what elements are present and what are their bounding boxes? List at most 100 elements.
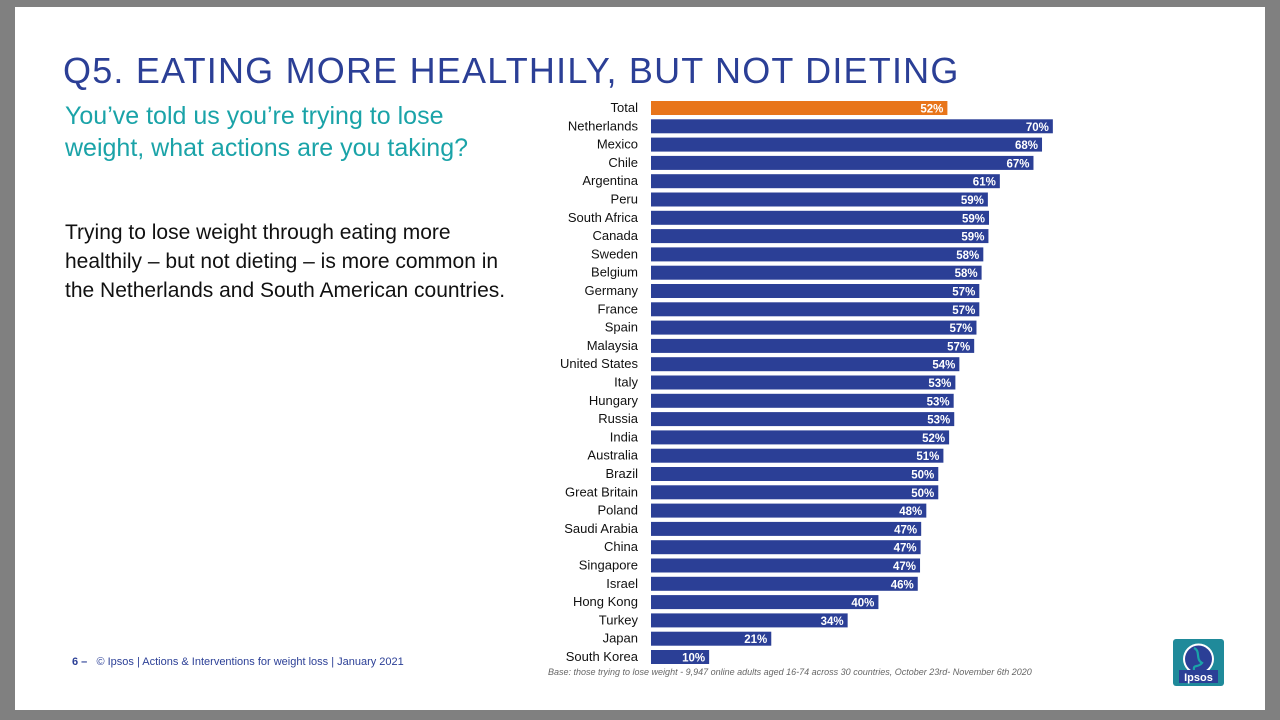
- value-label: 59%: [962, 213, 985, 225]
- value-label: 67%: [1006, 158, 1029, 170]
- category-label: Poland: [598, 503, 638, 518]
- value-label: 59%: [961, 232, 984, 244]
- value-label: 58%: [955, 268, 978, 280]
- value-label: 40%: [851, 598, 874, 610]
- bar: [651, 174, 1000, 189]
- category-label: France: [598, 301, 638, 316]
- value-label: 47%: [893, 561, 916, 573]
- value-label: 59%: [961, 195, 984, 207]
- value-label: 53%: [927, 396, 950, 408]
- value-label: 47%: [894, 524, 917, 536]
- bar: [651, 247, 984, 262]
- bar-total: [651, 101, 948, 115]
- category-label: Germany: [585, 283, 639, 298]
- value-label: 53%: [927, 415, 950, 427]
- category-label: India: [610, 429, 639, 444]
- value-label: 50%: [911, 488, 934, 500]
- category-label: Australia: [587, 448, 638, 463]
- bar: [651, 503, 927, 518]
- value-label: 48%: [899, 506, 922, 518]
- value-label: 51%: [916, 451, 939, 463]
- category-label: Italy: [614, 375, 638, 390]
- category-label: Chile: [608, 155, 638, 170]
- category-label: Canada: [592, 228, 638, 243]
- bar: [651, 631, 772, 646]
- category-label: Belgium: [591, 265, 638, 280]
- value-label: 61%: [973, 177, 996, 189]
- bar: [651, 320, 977, 335]
- category-label: China: [604, 539, 639, 554]
- category-label: Saudi Arabia: [564, 521, 638, 536]
- category-label: Brazil: [605, 466, 638, 481]
- bar: [651, 576, 918, 591]
- value-label: 57%: [952, 305, 975, 317]
- bar: [651, 229, 989, 244]
- value-label: 53%: [928, 378, 951, 390]
- bar: [651, 485, 939, 500]
- bar: [651, 357, 960, 372]
- bar: [651, 137, 1043, 152]
- value-label: 10%: [682, 653, 705, 665]
- category-label: Russia: [598, 411, 639, 426]
- bar: [651, 540, 921, 555]
- value-label: 54%: [932, 360, 955, 372]
- category-label: Great Britain: [565, 484, 638, 499]
- value-label: 57%: [947, 341, 970, 353]
- category-label: Malaysia: [587, 338, 639, 353]
- bar: [651, 155, 1034, 170]
- value-label: 52%: [920, 104, 943, 116]
- category-label: South Korea: [566, 649, 639, 664]
- bar: [651, 613, 848, 628]
- bar: [651, 467, 939, 481]
- category-label: Netherlands: [568, 118, 639, 133]
- category-label: Israel: [606, 576, 638, 591]
- value-label: 46%: [891, 579, 914, 591]
- category-label: Hong Kong: [573, 594, 638, 609]
- value-label: 52%: [922, 433, 945, 445]
- value-label: 57%: [949, 323, 972, 335]
- value-label: 58%: [956, 250, 979, 262]
- footer: 6 – © Ipsos | Actions & Interventions fo…: [72, 656, 404, 668]
- category-label: Sweden: [591, 246, 638, 261]
- bar: [651, 393, 954, 408]
- bar: [651, 192, 988, 207]
- value-label: 34%: [821, 616, 844, 628]
- bar: [651, 650, 710, 664]
- body-text: Trying to lose weight through eating mor…: [65, 221, 506, 302]
- category-label: Mexico: [597, 137, 638, 152]
- category-label: South Africa: [568, 210, 639, 225]
- slide-title: Q5. EATING MORE HEALTHILY, BUT NOT DIETI…: [63, 50, 960, 91]
- bar: [651, 558, 921, 573]
- bar: [651, 521, 922, 536]
- bar: [651, 265, 982, 280]
- bar: [651, 375, 956, 390]
- category-label: Hungary: [589, 393, 639, 408]
- value-label: 47%: [894, 543, 917, 555]
- value-label: 70%: [1026, 122, 1049, 134]
- footer-text: © Ipsos | Actions & Interventions for we…: [96, 656, 404, 668]
- value-label: 68%: [1015, 140, 1038, 152]
- slide-subtitle: You’ve told us you’re trying to lose wei…: [65, 102, 469, 162]
- category-label: Singapore: [579, 558, 638, 573]
- category-label: Argentina: [582, 173, 638, 188]
- bar: [651, 412, 955, 427]
- category-label: Japan: [603, 631, 638, 646]
- bar: [651, 302, 980, 317]
- value-label: 21%: [744, 634, 767, 646]
- bar: [651, 595, 879, 610]
- category-label: Peru: [611, 192, 638, 207]
- bar: [651, 210, 990, 225]
- bar: [651, 430, 950, 445]
- category-label: United States: [560, 356, 639, 371]
- category-label: Total: [611, 100, 639, 115]
- category-label: Turkey: [599, 612, 639, 627]
- bar: [651, 284, 980, 298]
- page-number: 6 –: [72, 656, 88, 668]
- bar: [651, 448, 944, 463]
- logo-text: Ipsos: [1184, 672, 1213, 684]
- base-note: Base: those trying to lose weight - 9,94…: [548, 667, 1032, 677]
- bar: [651, 338, 975, 353]
- ipsos-logo: Ipsos: [1173, 639, 1224, 686]
- bar: [651, 119, 1053, 134]
- bar-chart: Total 52% Netherlands 70% Mexico 68% Chile 67% A…: [560, 100, 1053, 665]
